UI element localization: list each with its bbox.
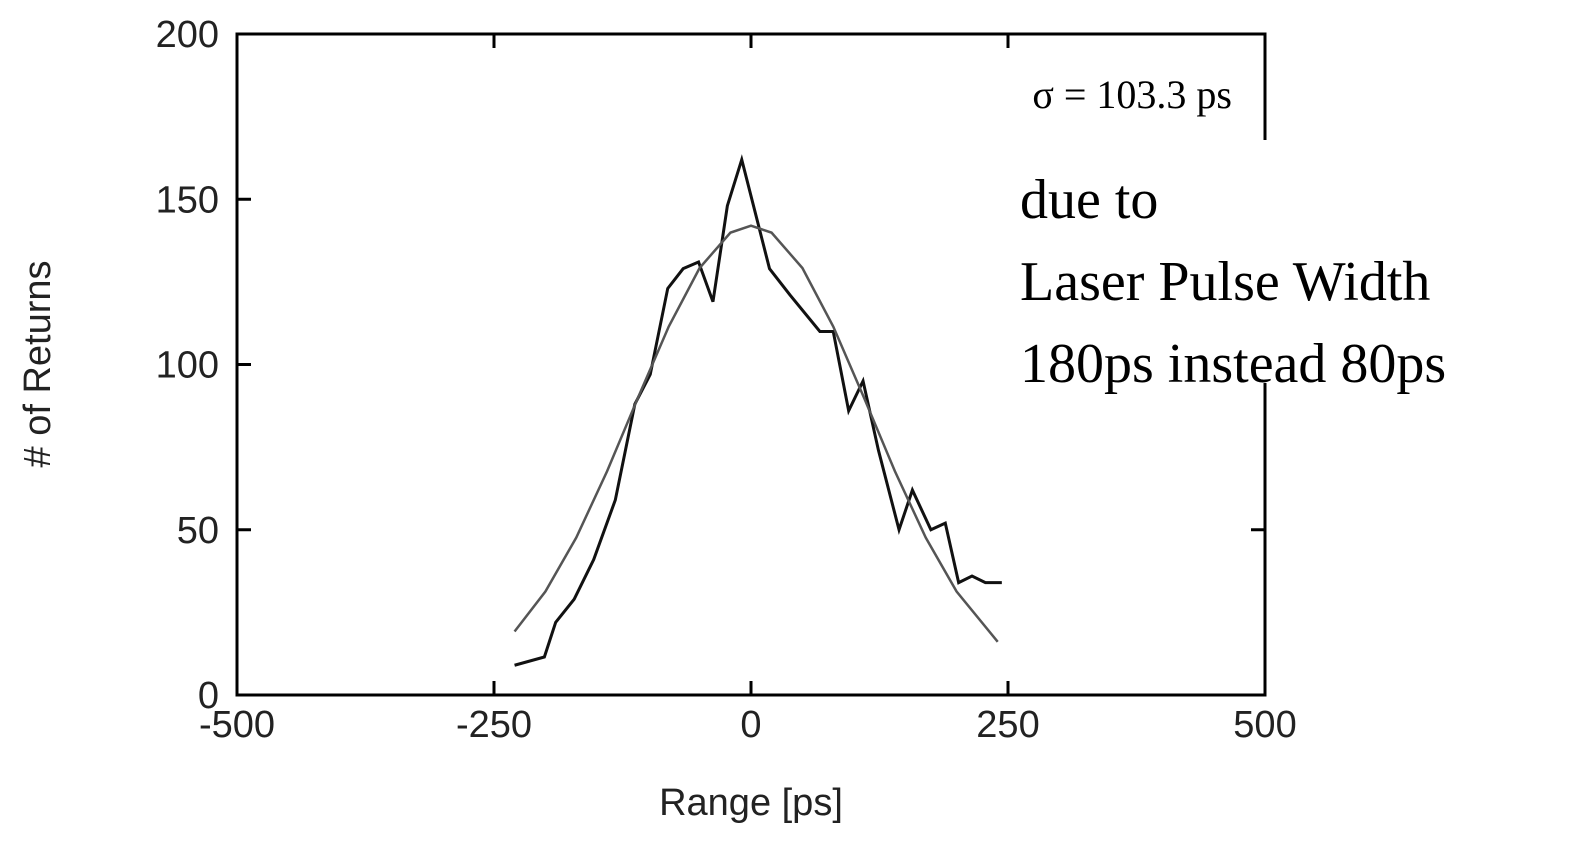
annotation-line: due to xyxy=(1020,169,1158,231)
y-axis-label: # of Returns xyxy=(17,261,59,468)
x-tick-label: -250 xyxy=(456,704,532,746)
y-tick-label: 100 xyxy=(156,345,219,387)
annotation-line: Laser Pulse Width xyxy=(1020,251,1430,313)
x-tick-label: 0 xyxy=(740,704,761,746)
y-tick-label: 200 xyxy=(156,14,219,56)
annotation-box xyxy=(1005,140,1587,383)
x-tick-label: 250 xyxy=(976,704,1039,746)
x-axis-label: Range [ps] xyxy=(659,782,843,824)
sigma-annotation: σ = 103.3 ps xyxy=(1032,72,1232,117)
data-line xyxy=(514,154,1002,667)
x-tick-label: 500 xyxy=(1233,704,1296,746)
data-line xyxy=(513,224,999,643)
y-tick-label: 50 xyxy=(177,510,219,552)
y-tick-label: 0 xyxy=(198,675,219,717)
annotation-line: 180ps instead 80ps xyxy=(1020,333,1446,395)
y-tick-label: 150 xyxy=(156,179,219,221)
x-tick-label: -500 xyxy=(199,704,275,746)
